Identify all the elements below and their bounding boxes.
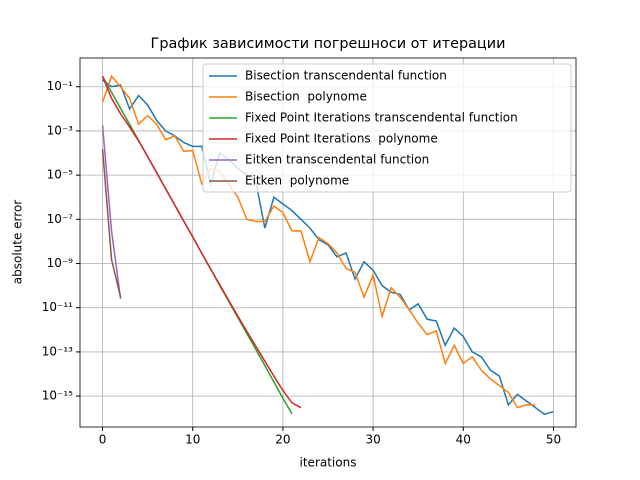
y-tick-label: 10⁻⁵ bbox=[47, 168, 74, 182]
x-tick-label: 50 bbox=[546, 433, 561, 447]
chart-title: График зависимости погрешноси от итераци… bbox=[151, 36, 506, 52]
legend-label: Bisection transcendental function bbox=[245, 69, 447, 83]
y-axis-label: absolute error bbox=[11, 200, 25, 285]
data-line bbox=[101, 149, 122, 298]
x-tick-label: 0 bbox=[99, 433, 107, 447]
legend-label: Fixed Point Iterations transcendental fu… bbox=[245, 111, 518, 125]
x-tick-label: 20 bbox=[275, 433, 290, 447]
legend-label: Eitken polynome bbox=[245, 174, 349, 188]
y-tick-label: 10⁻⁹ bbox=[47, 256, 74, 270]
y-tick-label: 10⁻¹⁵ bbox=[42, 389, 73, 403]
x-axis-label: iterations bbox=[300, 456, 357, 470]
x-tick-label: 10 bbox=[185, 433, 200, 447]
plot-frame bbox=[79, 57, 577, 428]
legend-box bbox=[202, 63, 572, 193]
x-tick-label: 40 bbox=[456, 433, 471, 447]
x-tick-label: 30 bbox=[365, 433, 380, 447]
legend-label: Fixed Point Iterations polynome bbox=[245, 132, 438, 146]
data-line bbox=[102, 79, 554, 416]
y-tick-label: 10⁻⁷ bbox=[47, 212, 74, 226]
y-tick-label: 10⁻³ bbox=[47, 123, 74, 137]
y-tick-label: 10⁻¹³ bbox=[42, 344, 73, 358]
data-line bbox=[101, 125, 122, 300]
y-tick-label: 10⁻¹¹ bbox=[42, 300, 73, 314]
y-tick-label: 10⁻¹ bbox=[47, 79, 74, 93]
data-line bbox=[101, 75, 302, 409]
legend-label: Eitken transcendental function bbox=[245, 153, 429, 167]
legend-label: Bisection polynome bbox=[245, 90, 367, 104]
data-line bbox=[101, 74, 536, 409]
